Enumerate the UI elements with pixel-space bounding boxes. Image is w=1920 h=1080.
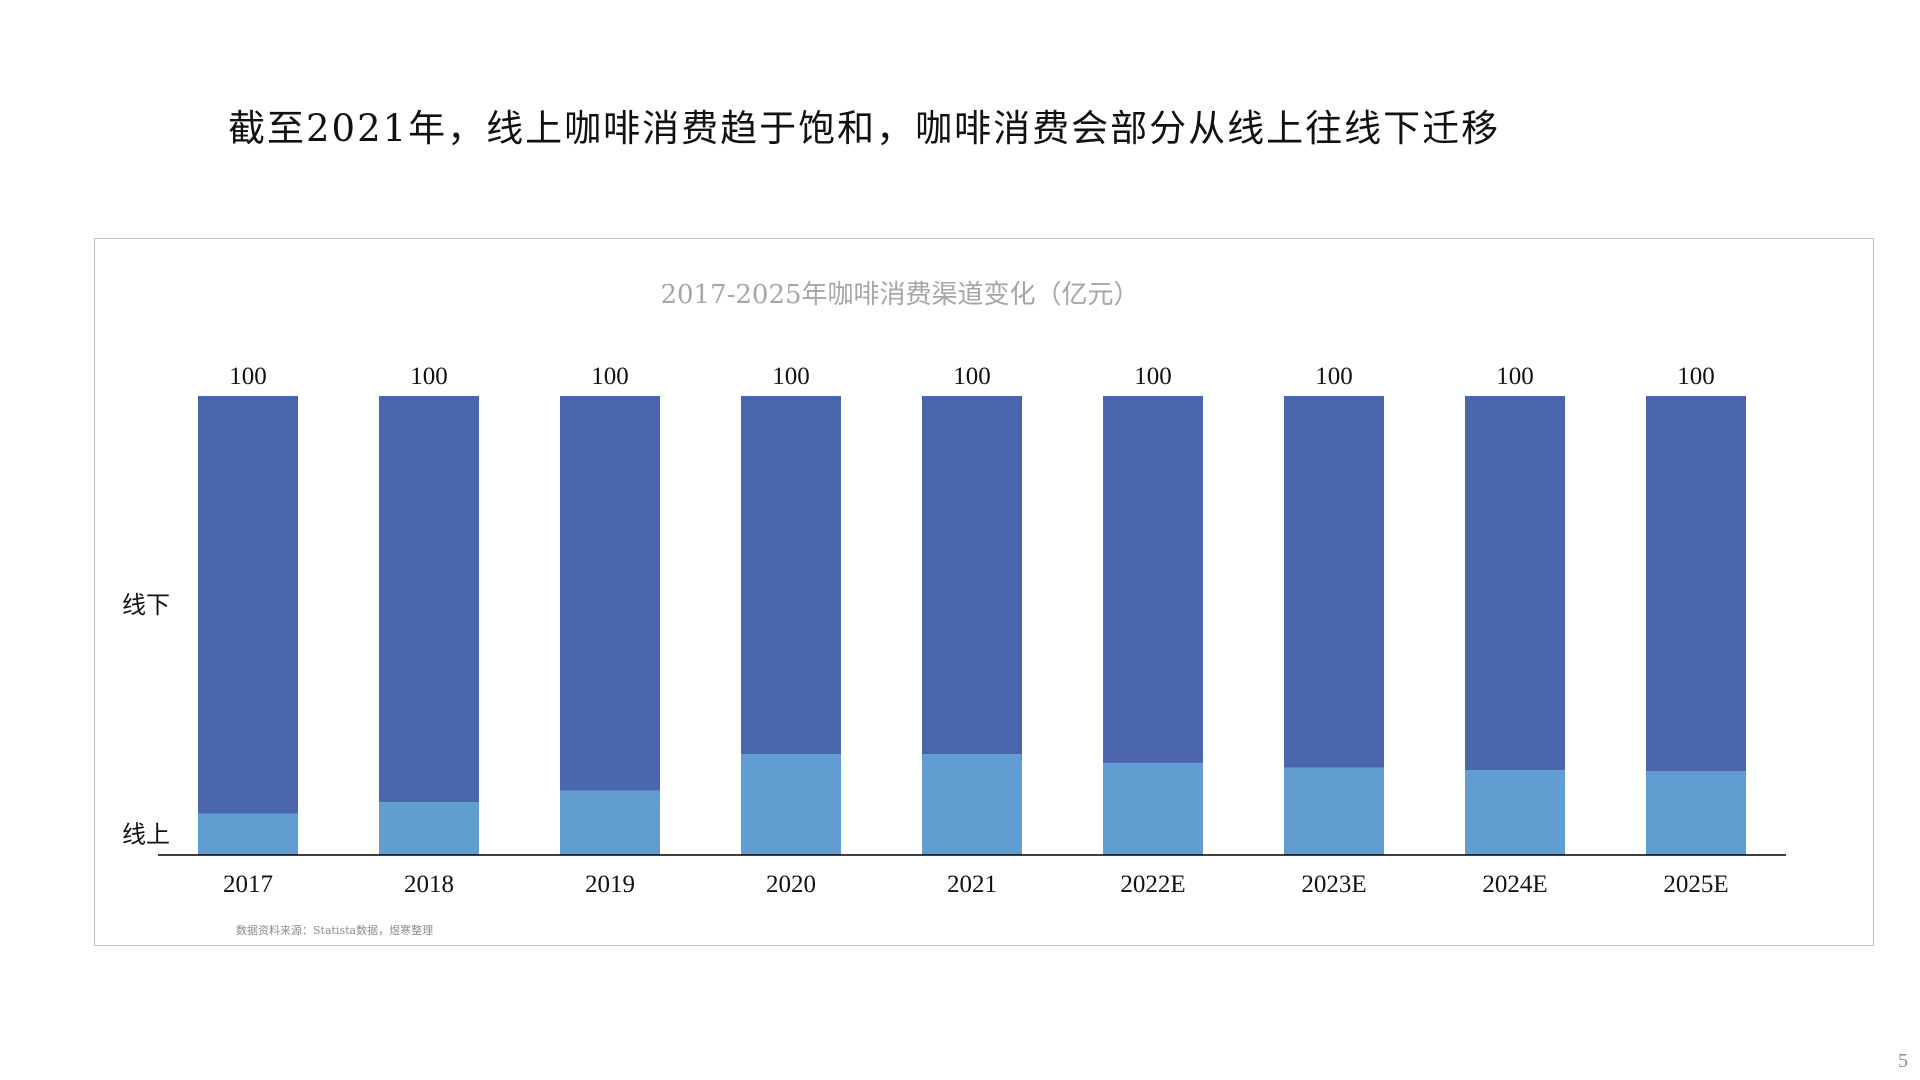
x-tick-label-2018: 2018: [404, 871, 454, 898]
slide-title: 截至2021年，线上咖啡消费趋于饱和，咖啡消费会部分从线上往线下迁移: [228, 107, 1501, 150]
total-labels-group: 100 100 100 100 100 100 100 100 100: [229, 363, 1715, 390]
bar-offline-2025E: [1646, 396, 1746, 772]
bar-offline-2024E: [1465, 396, 1565, 771]
series-label-offline: 线下: [122, 591, 170, 619]
bars-group: [198, 396, 1746, 855]
bar-online-2025E: [1646, 771, 1746, 855]
bar-offline-2022E: [1103, 396, 1203, 764]
bar-online-2020: [741, 754, 841, 855]
total-label-2018: 100: [410, 363, 448, 390]
bar-offline-2019: [560, 396, 660, 791]
total-label-2020: 100: [772, 363, 810, 390]
total-label-2021: 100: [953, 363, 991, 390]
bar-online-2017: [198, 813, 298, 855]
bar-online-2023E: [1284, 767, 1384, 855]
bar-online-2022E: [1103, 763, 1203, 855]
x-tick-label-2024E: 2024E: [1482, 871, 1547, 898]
page-number: 5: [1898, 1050, 1908, 1072]
bar-offline-2021: [922, 396, 1022, 755]
x-tick-label-2020: 2020: [766, 871, 816, 898]
source-note: 数据资料来源：Statista数据，煜寒整理: [236, 924, 434, 937]
chart-title: 2017-2025年咖啡消费渠道变化（亿元）: [660, 280, 1139, 310]
bar-offline-2017: [198, 396, 298, 814]
total-label-2023E: 100: [1315, 363, 1353, 390]
total-label-2024E: 100: [1496, 363, 1534, 390]
bar-online-2018: [379, 802, 479, 855]
x-tick-label-2021: 2021: [947, 871, 997, 898]
total-label-2022E: 100: [1134, 363, 1172, 390]
x-tick-label-2023E: 2023E: [1301, 871, 1366, 898]
bar-offline-2018: [379, 396, 479, 803]
x-tick-labels-group: 2017 2018 2019 2020 2021 2022E 2023E 2024E 2025E: [223, 871, 1729, 898]
total-label-2025E: 100: [1677, 363, 1715, 390]
x-tick-label-2019: 2019: [585, 871, 635, 898]
series-label-online: 线上: [122, 820, 170, 848]
total-label-2017: 100: [229, 363, 267, 390]
bar-online-2021: [922, 754, 1022, 855]
x-tick-label-2022E: 2022E: [1120, 871, 1185, 898]
bar-online-2024E: [1465, 770, 1565, 855]
bar-offline-2020: [741, 396, 841, 755]
bar-offline-2023E: [1284, 396, 1384, 768]
x-tick-label-2025E: 2025E: [1663, 871, 1728, 898]
total-label-2019: 100: [591, 363, 629, 390]
bar-online-2019: [560, 790, 660, 855]
x-tick-label-2017: 2017: [223, 871, 273, 898]
